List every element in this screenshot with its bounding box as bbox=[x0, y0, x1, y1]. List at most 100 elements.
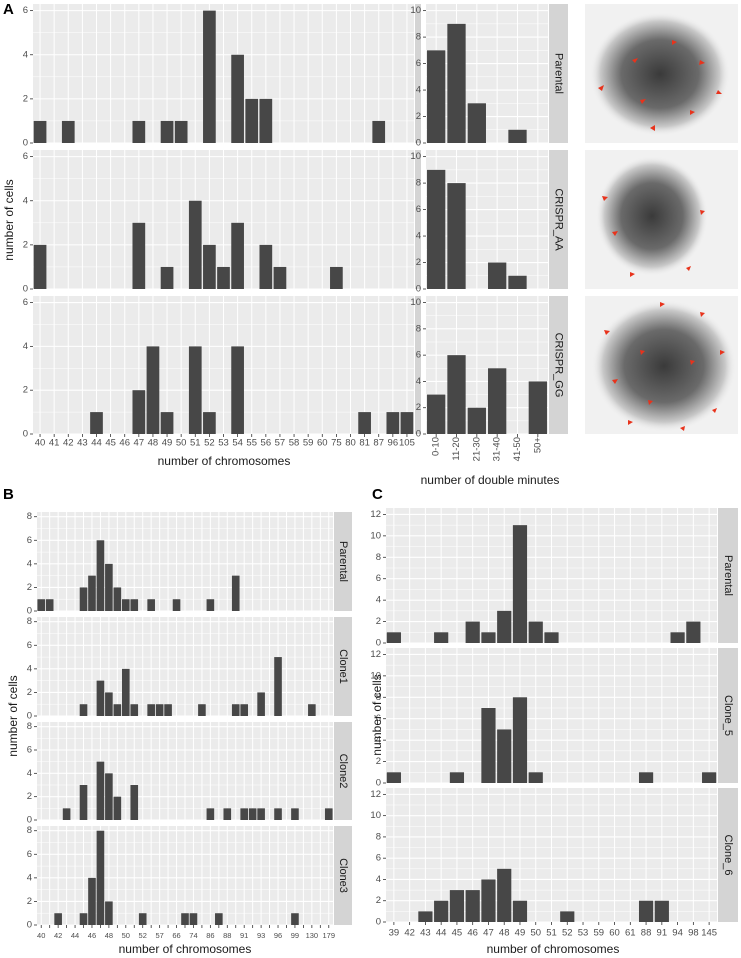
bar bbox=[686, 621, 701, 643]
facet-panel: 0 2 4 6 bbox=[23, 4, 421, 149]
y-tick-label: 2 bbox=[376, 616, 381, 627]
bar bbox=[434, 900, 449, 922]
bar bbox=[257, 692, 265, 716]
x-tick-label: 93 bbox=[257, 931, 265, 940]
y-tick-label: 6 bbox=[416, 204, 421, 215]
y-tick-label: 12 bbox=[370, 649, 381, 660]
y-tick-label: 6 bbox=[27, 849, 32, 860]
x-tick-label: 50 bbox=[176, 438, 187, 449]
bar bbox=[90, 412, 103, 434]
bar bbox=[88, 575, 96, 611]
y-tick-label: 10 bbox=[370, 530, 381, 541]
x-tick-label: 46 bbox=[119, 438, 130, 449]
bar bbox=[105, 773, 113, 820]
x-axis-title: number of chromosomes bbox=[487, 942, 620, 956]
panel-letter: A bbox=[3, 1, 14, 18]
bar bbox=[508, 129, 527, 143]
facet-panel: 0 2 4 6 bbox=[23, 296, 421, 440]
bar bbox=[203, 244, 216, 289]
x-tick-label: 42 bbox=[404, 928, 415, 939]
x-tick-label: 58 bbox=[289, 438, 300, 449]
bar bbox=[147, 599, 155, 611]
bar bbox=[240, 704, 249, 716]
x-tick-label: 80 bbox=[345, 438, 356, 449]
y-tick-label: 8 bbox=[27, 825, 32, 836]
x-tick-label: 49 bbox=[162, 438, 173, 449]
x-tick-label: 96 bbox=[388, 438, 399, 449]
x-tick-label: 179 bbox=[323, 931, 336, 940]
x-axis-title: number of chromosomes bbox=[158, 454, 291, 468]
y-tick-label: 4 bbox=[27, 768, 32, 779]
bar bbox=[512, 525, 528, 643]
facet-strip bbox=[334, 512, 352, 611]
bar bbox=[447, 23, 466, 143]
bar bbox=[257, 808, 265, 820]
y-axis-title: number of cells bbox=[2, 179, 16, 260]
bar bbox=[79, 587, 88, 611]
bar bbox=[88, 877, 96, 925]
x-tick-label: 91 bbox=[240, 931, 248, 940]
bar bbox=[231, 575, 240, 611]
arrowheads bbox=[598, 40, 725, 431]
bar bbox=[245, 98, 259, 143]
bar bbox=[33, 244, 47, 289]
bar bbox=[113, 587, 122, 611]
bar bbox=[198, 704, 206, 716]
bar bbox=[702, 772, 717, 783]
bar bbox=[308, 704, 316, 716]
y-tick-label: 12 bbox=[370, 789, 381, 800]
y-tick-label: 8 bbox=[27, 721, 32, 732]
bar bbox=[203, 10, 216, 143]
bar bbox=[512, 697, 528, 783]
y-tick-label: 10 bbox=[370, 670, 381, 681]
x-tick-label: 43 bbox=[420, 928, 431, 939]
y-tick-label: 8 bbox=[376, 692, 381, 703]
bar bbox=[231, 346, 244, 434]
facet-strip bbox=[549, 296, 568, 434]
y-tick-label: 6 bbox=[27, 640, 32, 651]
bar bbox=[418, 911, 433, 922]
facet-strip bbox=[334, 722, 352, 820]
y-tick-label: 0 bbox=[23, 284, 28, 295]
x-axis-title: number of chromosomes bbox=[119, 942, 252, 956]
bar bbox=[160, 412, 174, 434]
bar bbox=[231, 54, 244, 143]
bar bbox=[147, 704, 155, 716]
facet-panel: 0 2 4 6 8 Clone1 bbox=[27, 616, 352, 722]
bar bbox=[497, 868, 512, 922]
facet-panel: 0 2 4 6 8 10 CRISPR_AA bbox=[410, 150, 568, 295]
facet-strip bbox=[334, 617, 352, 716]
x-tick-label: 88 bbox=[223, 931, 231, 940]
bar bbox=[560, 911, 575, 922]
x-tick-label: 46 bbox=[467, 928, 478, 939]
bar bbox=[528, 621, 543, 643]
bar bbox=[248, 808, 257, 820]
x-tick-label: 96 bbox=[274, 931, 282, 940]
x-tick-label: 55 bbox=[246, 438, 257, 449]
y-tick-label: 8 bbox=[416, 323, 421, 334]
x-tick-label: 45 bbox=[452, 928, 463, 939]
x-tick-label: 43 bbox=[77, 438, 88, 449]
bar bbox=[96, 761, 105, 820]
x-tick-label: 21-30 bbox=[471, 437, 482, 461]
bar bbox=[189, 913, 198, 925]
bar bbox=[130, 785, 139, 820]
y-tick-label: 2 bbox=[376, 895, 381, 906]
bar bbox=[654, 900, 669, 922]
bar bbox=[174, 120, 188, 143]
bar bbox=[291, 913, 299, 925]
panel-background bbox=[426, 296, 548, 434]
facet-panel: 0 2 4 6 8 10 12 Clone_6 bbox=[370, 788, 738, 928]
bar bbox=[130, 704, 139, 716]
facet-label: CRISPR_GG bbox=[553, 333, 565, 398]
bar bbox=[427, 50, 446, 144]
x-tick-label: 99 bbox=[291, 931, 299, 940]
bar bbox=[481, 879, 496, 922]
facet-panel: 0 2 4 6 8 10 12 Parental bbox=[370, 508, 738, 649]
y-tick-label: 2 bbox=[416, 402, 421, 413]
facet-strip bbox=[334, 826, 352, 925]
y-tick-label: 6 bbox=[376, 713, 381, 724]
x-tick-label: 105 bbox=[399, 438, 415, 449]
bar bbox=[481, 632, 496, 643]
y-tick-label: 0 bbox=[376, 778, 381, 789]
